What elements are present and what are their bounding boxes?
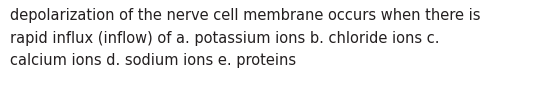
Text: depolarization of the nerve cell membrane occurs when there is
rapid influx (inf: depolarization of the nerve cell membran… (10, 8, 480, 68)
